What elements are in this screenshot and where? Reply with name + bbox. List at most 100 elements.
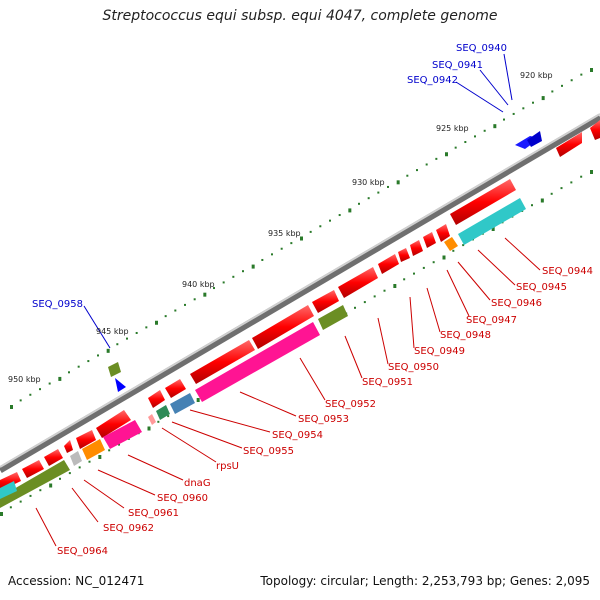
- ring-dot: [147, 426, 151, 431]
- gene-label[interactable]: SEQ_0962: [103, 523, 154, 534]
- ring-dot: [309, 230, 312, 233]
- topology-text: Topology: circular; Length: 2,253,793 bp…: [260, 574, 590, 588]
- ring-dot: [167, 415, 170, 418]
- ring-dot: [68, 472, 71, 475]
- gene-label[interactable]: SEQ_0949: [414, 346, 465, 357]
- ring-dot: [422, 266, 425, 269]
- gene-label[interactable]: SEQ_0942: [407, 75, 458, 86]
- gene-label[interactable]: SEQ_0951: [362, 377, 413, 388]
- gene-arrow[interactable]: [590, 120, 600, 140]
- forward-strand-features: [115, 120, 600, 392]
- ring-dot: [118, 443, 120, 446]
- gene-label[interactable]: SEQ_0946: [491, 298, 542, 309]
- ring-dot: [251, 264, 255, 269]
- gene-arrow[interactable]: [22, 460, 44, 478]
- ring-dot: [354, 306, 356, 309]
- gene-label[interactable]: SEQ_0955: [243, 446, 294, 457]
- ring-dot: [442, 255, 446, 260]
- gene-label[interactable]: SEQ_0940: [456, 43, 507, 54]
- ring-dot: [58, 376, 62, 381]
- ring-dot: [242, 270, 244, 273]
- tick-label: 935 kbp: [268, 229, 301, 238]
- gene-arrow[interactable]: [436, 224, 450, 242]
- ring-dot: [373, 295, 376, 298]
- gene-arrow[interactable]: [115, 378, 126, 392]
- gene-arrow[interactable]: [450, 179, 516, 225]
- gene-arrow[interactable]: [556, 132, 582, 157]
- gene-label[interactable]: SEQ_0960: [157, 493, 208, 504]
- ring-dot: [403, 278, 406, 281]
- ring-dot: [532, 101, 534, 104]
- ring-dot: [425, 163, 428, 166]
- gene-arrow[interactable]: [70, 451, 82, 466]
- gene-arrow[interactable]: [165, 379, 186, 398]
- gene-arrow[interactable]: [108, 362, 121, 377]
- gene-arrow[interactable]: [444, 237, 458, 251]
- gene-label[interactable]: SEQ_0948: [440, 330, 491, 341]
- gene-arrow[interactable]: [96, 410, 131, 438]
- gene-label[interactable]: SEQ_0953: [298, 414, 349, 425]
- gene-label[interactable]: SEQ_0952: [325, 399, 376, 410]
- gene-arrow[interactable]: [64, 440, 73, 453]
- kbp-ticks: 920 kbp 925 kbp 930 kbp 935 kbp 940 kbp …: [8, 71, 553, 384]
- ring-dot: [39, 489, 42, 492]
- gene-label[interactable]: SEQ_0961: [128, 508, 179, 519]
- ring-dot: [77, 365, 80, 368]
- gene-arrow[interactable]: [338, 267, 378, 298]
- gene-arrow[interactable]: [44, 449, 63, 466]
- gene-label[interactable]: SEQ_0944: [542, 266, 593, 277]
- ring-dot: [106, 348, 110, 353]
- ring-dot: [416, 169, 418, 172]
- ring-dot: [413, 272, 415, 275]
- ring-dot: [290, 242, 293, 245]
- gene-arrow[interactable]: [82, 439, 105, 460]
- ring-dot: [550, 192, 553, 195]
- gene-arrow[interactable]: [423, 232, 436, 248]
- ring-dot: [135, 331, 138, 334]
- gene-arrow[interactable]: [0, 481, 17, 499]
- gene-arrow[interactable]: [148, 414, 156, 425]
- ring-dot: [329, 219, 331, 222]
- ring-dot: [97, 354, 99, 357]
- gene-arrow[interactable]: [190, 340, 255, 384]
- gene-label[interactable]: SEQ_0954: [272, 430, 323, 441]
- gene-arrow[interactable]: [76, 430, 96, 449]
- gene-arrow[interactable]: [410, 240, 423, 256]
- ring-dot: [319, 225, 322, 228]
- gene-arrow[interactable]: [252, 305, 314, 349]
- ring-dot: [396, 180, 400, 185]
- gene-label[interactable]: SEQ_0945: [516, 282, 567, 293]
- ring-dot: [462, 244, 465, 247]
- gene-label[interactable]: SEQ_0958: [32, 299, 83, 310]
- gene-arrow[interactable]: [458, 198, 526, 245]
- gene-label[interactable]: SEQ_0941: [432, 60, 483, 71]
- gene-label[interactable]: SEQ_0964: [57, 546, 108, 557]
- ring-dot: [491, 227, 495, 231]
- gene-arrow[interactable]: [156, 405, 170, 420]
- ring-dot: [184, 303, 186, 306]
- gene-arrow[interactable]: [378, 254, 399, 274]
- map-title: Streptococcus equi subsp. equi 4047, com…: [102, 8, 498, 24]
- accession-text: Accession: NC_012471: [8, 574, 145, 588]
- gene-label[interactable]: SEQ_0947: [466, 315, 517, 326]
- gene-arrow[interactable]: [103, 420, 142, 449]
- gene-arrow[interactable]: [170, 393, 195, 414]
- ring-dot: [300, 236, 303, 241]
- gene-arrow[interactable]: [398, 248, 410, 262]
- gene-arrow[interactable]: [148, 390, 165, 408]
- ring-dot: [68, 371, 70, 374]
- gene-arrow[interactable]: [527, 131, 542, 147]
- gene-arrow[interactable]: [312, 290, 339, 313]
- ring-dot: [59, 477, 61, 480]
- ring-dot: [580, 175, 583, 178]
- ring-dot: [590, 170, 593, 174]
- gene-arrow[interactable]: [195, 322, 320, 402]
- ring-dot: [435, 157, 438, 160]
- gene-label[interactable]: SEQ_0950: [388, 362, 439, 373]
- gene-label[interactable]: dnaG: [184, 478, 211, 489]
- gene-arrow[interactable]: [318, 305, 348, 330]
- gene-arrow[interactable]: [0, 460, 70, 508]
- gene-labels: SEQ_0940 SEQ_0941 SEQ_0942 SEQ_0944 SEQ_…: [32, 43, 593, 557]
- ring-dot: [560, 187, 563, 190]
- gene-label[interactable]: rpsU: [216, 461, 239, 472]
